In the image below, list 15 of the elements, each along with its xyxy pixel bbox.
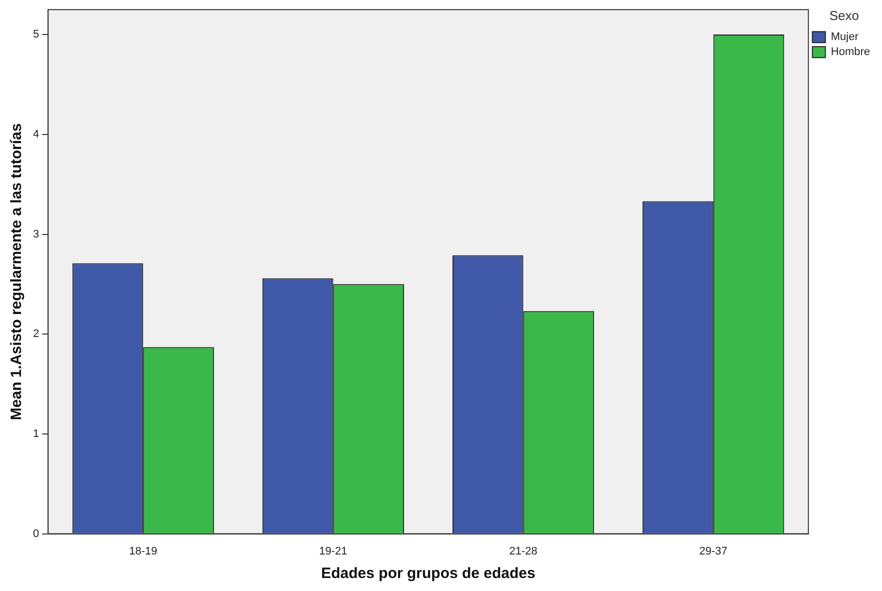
legend-title: Sexo	[829, 8, 860, 24]
y-tick-label: 2	[32, 328, 40, 340]
y-axis-title: Mean 1.Asisto regularmente a las tutorías	[8, 123, 26, 420]
x-tick-label: 29-37	[699, 545, 728, 558]
y-tick-label: 1	[32, 428, 40, 440]
x-tick-label: 18-19	[129, 545, 158, 558]
y-tick-label: 0	[32, 528, 40, 540]
y-tick-label: 5	[32, 28, 40, 41]
legend-label: Mujer	[830, 31, 859, 44]
legend-label: Hombre	[830, 46, 870, 58]
x-axis-title: Edades por grupos de edades	[321, 565, 536, 582]
x-tick-label: 21-28	[509, 545, 538, 558]
y-tick-label: 3	[32, 228, 40, 240]
x-tick-label: 19-21	[319, 545, 348, 558]
y-tick-label: 4	[32, 128, 40, 140]
